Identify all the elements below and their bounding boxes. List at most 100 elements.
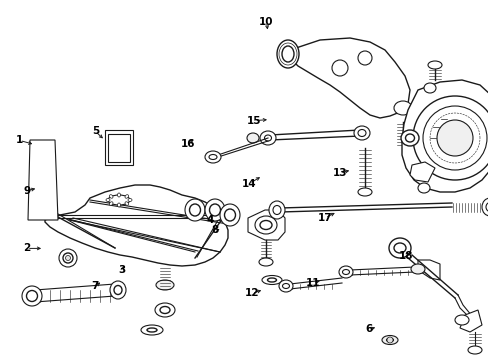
- Ellipse shape: [63, 253, 73, 263]
- Ellipse shape: [467, 346, 481, 354]
- Bar: [108, 134, 130, 162]
- Ellipse shape: [262, 275, 282, 284]
- Ellipse shape: [117, 193, 120, 197]
- Text: 8: 8: [211, 225, 218, 235]
- Ellipse shape: [156, 280, 174, 290]
- Polygon shape: [417, 260, 439, 280]
- Text: 18: 18: [398, 251, 412, 261]
- Ellipse shape: [481, 198, 488, 216]
- Polygon shape: [401, 80, 488, 192]
- Ellipse shape: [189, 204, 200, 216]
- Ellipse shape: [147, 328, 157, 332]
- Ellipse shape: [393, 101, 411, 115]
- Ellipse shape: [400, 130, 418, 146]
- Polygon shape: [289, 38, 409, 118]
- Ellipse shape: [282, 284, 289, 288]
- Circle shape: [357, 51, 371, 65]
- Circle shape: [436, 120, 472, 156]
- Ellipse shape: [110, 281, 126, 299]
- Polygon shape: [28, 140, 58, 220]
- Circle shape: [386, 337, 392, 343]
- Text: 10: 10: [259, 17, 273, 27]
- Text: 3: 3: [119, 265, 125, 275]
- Ellipse shape: [282, 46, 293, 62]
- Ellipse shape: [357, 130, 365, 136]
- Ellipse shape: [128, 198, 132, 202]
- Text: 17: 17: [317, 213, 332, 223]
- Ellipse shape: [209, 204, 220, 216]
- Ellipse shape: [33, 168, 51, 188]
- Ellipse shape: [357, 188, 371, 196]
- Text: 12: 12: [244, 288, 259, 298]
- Ellipse shape: [65, 256, 70, 261]
- Ellipse shape: [272, 206, 281, 215]
- Ellipse shape: [342, 270, 349, 275]
- Text: 15: 15: [246, 116, 261, 126]
- Ellipse shape: [246, 133, 259, 143]
- Ellipse shape: [260, 131, 275, 145]
- Ellipse shape: [220, 204, 240, 226]
- Ellipse shape: [260, 220, 271, 230]
- Polygon shape: [247, 210, 285, 240]
- Ellipse shape: [279, 280, 292, 292]
- Ellipse shape: [276, 40, 298, 68]
- Ellipse shape: [59, 249, 77, 267]
- Text: 11: 11: [305, 278, 320, 288]
- Text: 7: 7: [91, 281, 99, 291]
- Ellipse shape: [417, 183, 429, 193]
- Ellipse shape: [264, 135, 271, 141]
- Bar: [105, 130, 133, 165]
- Ellipse shape: [423, 83, 435, 93]
- Ellipse shape: [454, 315, 468, 325]
- Ellipse shape: [388, 238, 410, 258]
- Text: 14: 14: [242, 179, 256, 189]
- Ellipse shape: [33, 191, 51, 209]
- Ellipse shape: [338, 266, 352, 278]
- Text: 4: 4: [206, 215, 214, 225]
- Ellipse shape: [160, 306, 170, 314]
- Ellipse shape: [485, 202, 488, 212]
- Ellipse shape: [386, 338, 393, 342]
- Ellipse shape: [393, 243, 405, 253]
- Ellipse shape: [259, 258, 272, 266]
- Text: 1: 1: [16, 135, 23, 145]
- Ellipse shape: [26, 291, 38, 302]
- Ellipse shape: [405, 134, 414, 142]
- Text: 13: 13: [332, 168, 346, 178]
- Text: 5: 5: [92, 126, 99, 136]
- Ellipse shape: [33, 144, 51, 166]
- Ellipse shape: [204, 199, 224, 221]
- Ellipse shape: [114, 285, 122, 294]
- Text: 16: 16: [181, 139, 195, 149]
- Ellipse shape: [267, 278, 276, 282]
- Ellipse shape: [125, 195, 128, 198]
- Ellipse shape: [125, 202, 128, 205]
- Ellipse shape: [184, 199, 204, 221]
- Ellipse shape: [224, 209, 235, 221]
- Ellipse shape: [22, 286, 42, 306]
- Circle shape: [331, 60, 347, 76]
- Ellipse shape: [37, 173, 47, 183]
- Text: 2: 2: [23, 243, 30, 253]
- Ellipse shape: [410, 264, 424, 274]
- Polygon shape: [409, 162, 434, 182]
- Ellipse shape: [117, 203, 120, 207]
- Ellipse shape: [381, 336, 397, 345]
- Ellipse shape: [204, 151, 221, 163]
- Ellipse shape: [268, 201, 285, 219]
- Ellipse shape: [141, 325, 163, 335]
- Polygon shape: [459, 310, 481, 332]
- Ellipse shape: [427, 61, 441, 69]
- Circle shape: [412, 96, 488, 180]
- Ellipse shape: [106, 198, 110, 202]
- Ellipse shape: [254, 216, 276, 234]
- Text: 9: 9: [23, 186, 30, 196]
- Ellipse shape: [208, 154, 217, 159]
- Ellipse shape: [109, 195, 113, 198]
- Text: 6: 6: [365, 324, 372, 334]
- Ellipse shape: [353, 126, 369, 140]
- Ellipse shape: [108, 195, 130, 205]
- Ellipse shape: [37, 195, 47, 204]
- Polygon shape: [45, 185, 227, 266]
- Ellipse shape: [37, 149, 47, 161]
